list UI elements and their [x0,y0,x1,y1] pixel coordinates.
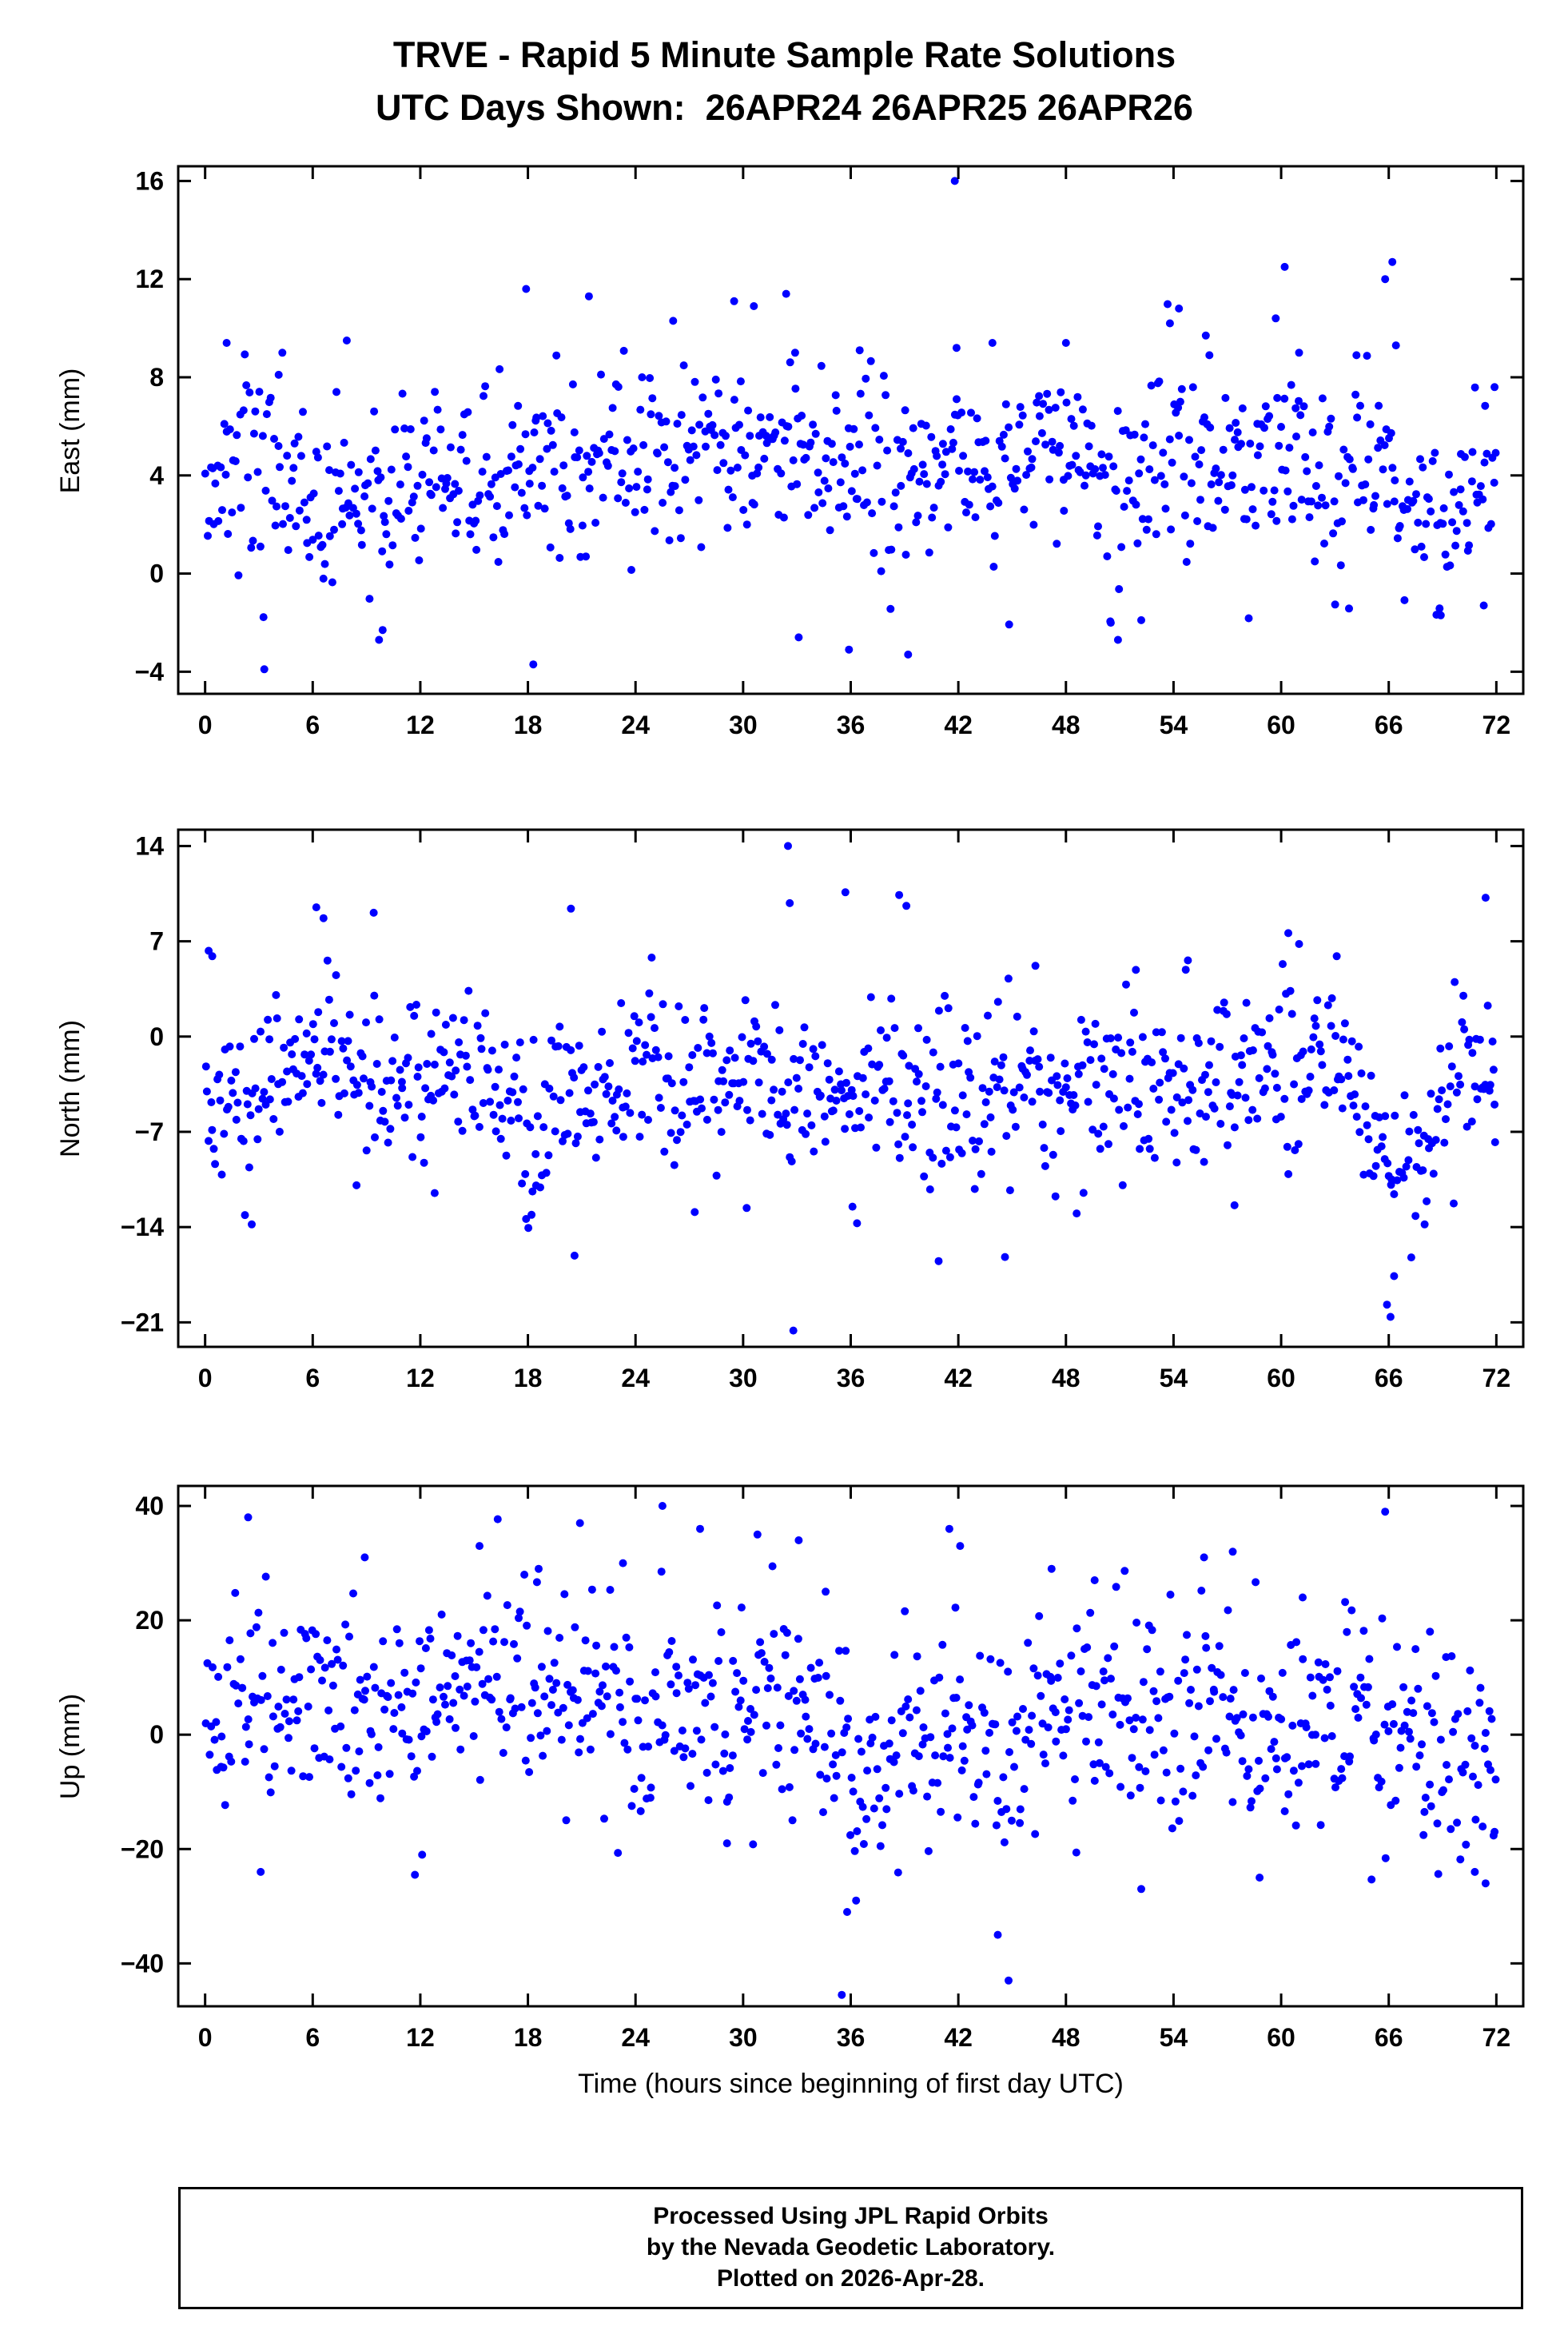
svg-text:0: 0 [149,560,164,588]
svg-text:24: 24 [621,2023,650,2052]
svg-text:−4: −4 [135,657,165,686]
svg-text:0: 0 [198,711,213,739]
svg-text:66: 66 [1375,1364,1403,1392]
svg-text:16: 16 [135,166,164,195]
svg-text:24: 24 [621,1364,650,1392]
svg-text:72: 72 [1482,711,1511,739]
svg-text:42: 42 [944,711,973,739]
svg-text:48: 48 [1052,1364,1080,1392]
svg-text:6: 6 [305,1364,320,1392]
north-y-ticks [178,844,1523,1324]
east-axis-label: East (mm) [55,368,86,494]
svg-text:−21: −21 [121,1308,164,1336]
svg-text:66: 66 [1375,711,1403,739]
north-points [201,842,1499,1335]
svg-text:24: 24 [621,711,650,739]
svg-text:7: 7 [149,927,164,956]
footer-box: Processed Using JPL Rapid Orbits by the … [178,2187,1523,2309]
up-panel: 0 6 12 18 24 30 36 42 48 54 60 66 72 −40 −20 0 20 40 [121,1484,1525,2052]
north-x-ticks [204,830,1498,1347]
svg-text:60: 60 [1267,2023,1295,2052]
east-y-ticks [178,179,1523,673]
svg-text:36: 36 [837,2023,866,2052]
svg-text:54: 54 [1160,711,1188,739]
east-x-tick-labels: 0 6 12 18 24 30 36 42 48 54 60 66 72 [198,711,1510,739]
svg-text:30: 30 [729,711,758,739]
svg-text:0: 0 [149,1720,164,1749]
up-points [201,1502,1500,1999]
svg-text:12: 12 [135,265,164,293]
svg-text:12: 12 [406,2023,435,2052]
north-x-tick-labels: 0 6 12 18 24 30 36 42 48 54 60 66 72 [198,1364,1510,1392]
svg-text:6: 6 [305,711,320,739]
svg-text:12: 12 [406,711,435,739]
svg-text:8: 8 [149,363,164,392]
east-y-tick-labels: −4 0 4 8 12 16 [135,166,165,686]
up-x-tick-labels: 0 6 12 18 24 30 36 42 48 54 60 66 72 [198,2023,1510,2052]
svg-text:18: 18 [514,711,543,739]
chart-title: TRVE - Rapid 5 Minute Sample Rate Soluti… [392,34,1176,75]
svg-text:54: 54 [1160,2023,1188,2052]
footer-line-3: Plotted on 2026-Apr-28. [716,2265,985,2292]
footer-line-2: by the Nevada Geodetic Laboratory. [646,2234,1056,2260]
svg-text:6: 6 [305,2023,320,2052]
svg-text:72: 72 [1482,2023,1511,2052]
svg-text:−14: −14 [121,1213,164,1241]
east-x-ticks [204,166,1498,694]
svg-text:36: 36 [837,711,866,739]
up-x-ticks [204,1486,1498,2006]
svg-text:60: 60 [1267,711,1295,739]
footer-line-1: Processed Using JPL Rapid Orbits [653,2203,1049,2229]
up-y-ticks [178,1504,1523,1965]
svg-text:72: 72 [1482,1364,1511,1392]
svg-text:42: 42 [944,2023,973,2052]
north-panel: 0 6 12 18 24 30 36 42 48 54 60 66 72 −21 −14 −7 0 7 14 [121,828,1525,1392]
svg-text:0: 0 [198,2023,213,2052]
svg-text:4: 4 [149,461,164,490]
svg-text:30: 30 [729,2023,758,2052]
svg-text:−40: −40 [121,1949,164,1978]
svg-text:−20: −20 [121,1834,164,1863]
north-y-tick-labels: −21 −14 −7 0 7 14 [121,831,164,1336]
east-points [201,177,1500,674]
time-axis-label: Time (hours since beginning of first day… [578,2069,1124,2099]
svg-text:18: 18 [514,2023,543,2052]
svg-text:36: 36 [837,1364,866,1392]
svg-text:14: 14 [135,831,164,860]
chart-subtitle: UTC Days Shown: 26APR24 26APR25 26APR26 [376,87,1193,128]
up-y-tick-labels: −40 −20 0 20 40 [121,1492,164,1978]
svg-text:66: 66 [1375,2023,1403,2052]
svg-text:30: 30 [729,1364,758,1392]
svg-text:−7: −7 [135,1117,164,1146]
svg-text:0: 0 [198,1364,213,1392]
svg-text:18: 18 [514,1364,543,1392]
svg-text:0: 0 [149,1022,164,1051]
svg-text:42: 42 [944,1364,973,1392]
svg-text:40: 40 [135,1492,164,1520]
svg-text:60: 60 [1267,1364,1295,1392]
north-axis-label: North (mm) [55,1020,86,1157]
up-axis-label: Up (mm) [55,1693,86,1800]
svg-text:54: 54 [1160,1364,1188,1392]
chart-header: TRVE - Rapid 5 Minute Sample Rate Soluti… [112,29,1457,134]
svg-text:48: 48 [1052,2023,1080,2052]
svg-text:48: 48 [1052,711,1080,739]
svg-text:20: 20 [135,1606,164,1635]
svg-text:12: 12 [406,1364,435,1392]
